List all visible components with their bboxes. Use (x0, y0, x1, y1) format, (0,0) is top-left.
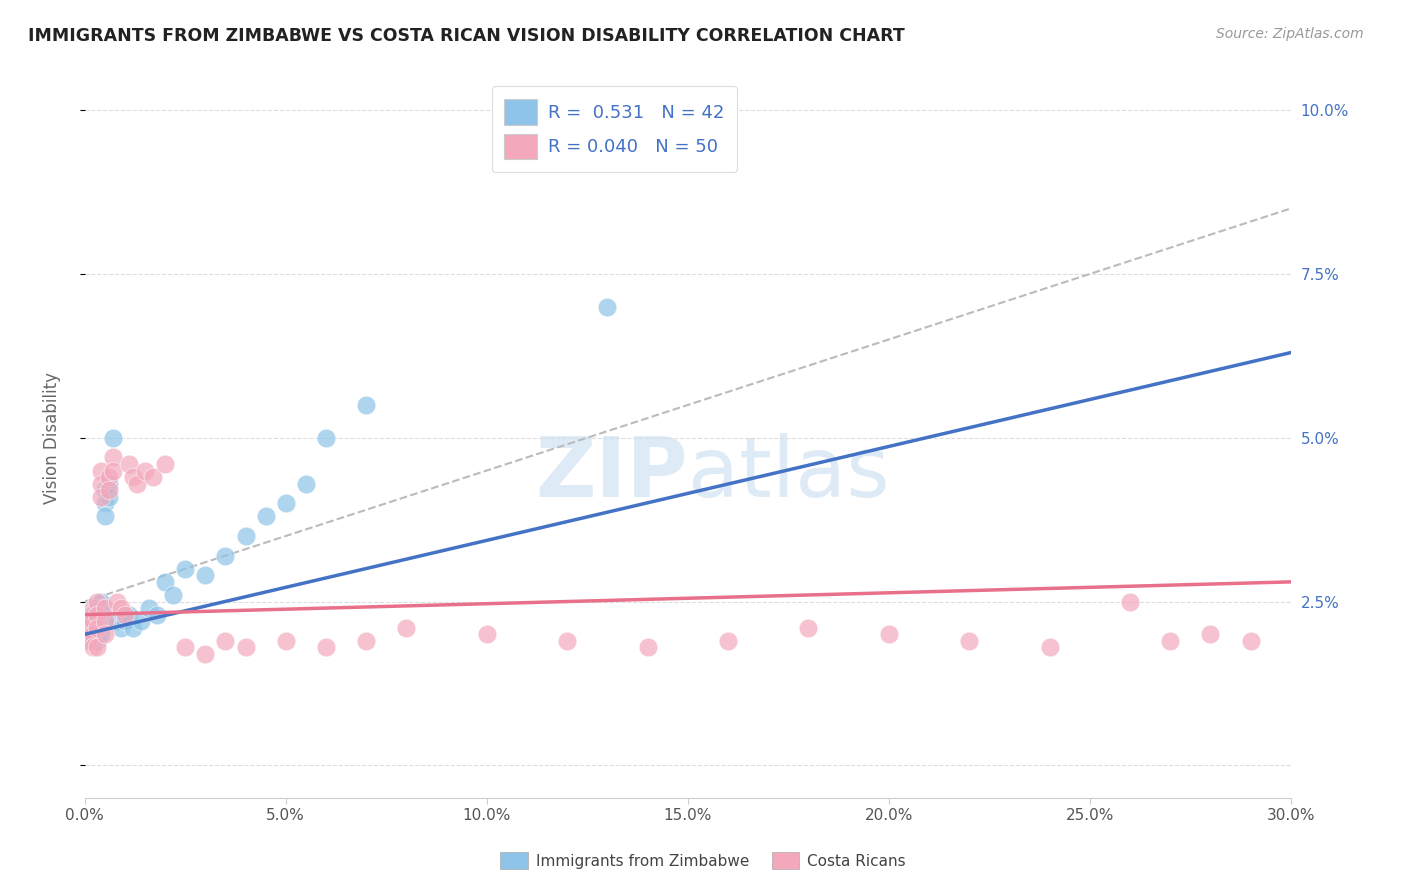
Point (295, 476, 318, 491)
Point (82, 614, 104, 628)
Point (86, 614, 108, 628)
Point (86, 633, 108, 648)
Point (235, 529, 257, 543)
Point (94, 509, 117, 524)
Point (122, 621, 145, 635)
Point (1159, 633, 1181, 648)
Point (94, 627, 117, 641)
Point (82, 607, 104, 622)
Point (122, 470, 145, 484)
Point (1199, 627, 1222, 641)
Point (153, 574, 176, 589)
Point (114, 614, 136, 628)
Point (101, 450, 124, 465)
Point (77, 614, 100, 628)
Point (90, 490, 112, 504)
Point (214, 549, 236, 563)
Text: atlas: atlas (688, 434, 890, 515)
Point (77, 621, 100, 635)
Point (86, 640, 108, 655)
Point (194, 568, 217, 582)
Point (125, 476, 148, 491)
Point (274, 496, 297, 510)
Point (110, 621, 132, 635)
Point (274, 633, 297, 648)
Point (395, 621, 418, 635)
Point (82, 627, 104, 641)
Point (717, 633, 740, 648)
Point (90, 594, 112, 608)
Point (877, 627, 900, 641)
Point (86, 621, 108, 635)
Point (1119, 594, 1142, 608)
Point (354, 398, 377, 412)
Point (94, 496, 117, 510)
Point (77, 614, 100, 628)
Point (174, 640, 197, 655)
Point (129, 614, 152, 628)
Point (797, 621, 820, 635)
Point (254, 509, 277, 524)
Point (86, 594, 108, 608)
Point (90, 463, 112, 477)
Point (138, 601, 160, 615)
Legend: Immigrants from Zimbabwe, Costa Ricans: Immigrants from Zimbabwe, Costa Ricans (495, 846, 911, 875)
Point (77, 627, 100, 641)
Point (94, 614, 117, 628)
Point (105, 614, 128, 628)
Point (555, 633, 578, 648)
Point (315, 431, 337, 445)
Point (114, 607, 136, 622)
Point (596, 300, 619, 314)
Point (77, 621, 100, 635)
Point (153, 457, 176, 471)
Point (77, 633, 100, 648)
Point (1239, 633, 1261, 648)
Y-axis label: Vision Disability: Vision Disability (44, 372, 60, 504)
Point (82, 614, 104, 628)
Point (86, 607, 108, 622)
Point (90, 601, 112, 615)
Point (142, 470, 165, 484)
Point (235, 640, 257, 655)
Point (957, 633, 980, 648)
Point (86, 601, 108, 615)
Point (97, 483, 120, 498)
Point (101, 431, 124, 445)
Point (82, 601, 104, 615)
Point (174, 562, 197, 576)
Point (94, 483, 117, 498)
Point (214, 633, 236, 648)
Point (1038, 640, 1060, 655)
Point (146, 607, 169, 622)
Point (475, 627, 498, 641)
Point (82, 621, 104, 635)
Point (94, 614, 117, 628)
Point (315, 640, 337, 655)
Point (162, 588, 184, 602)
Point (194, 647, 217, 661)
Point (97, 470, 120, 484)
Point (94, 601, 117, 615)
Point (118, 607, 141, 622)
Point (637, 640, 659, 655)
Text: Source: ZipAtlas.com: Source: ZipAtlas.com (1216, 27, 1364, 41)
Text: ZIP: ZIP (536, 434, 688, 515)
Point (97, 490, 120, 504)
Point (101, 463, 124, 477)
Point (134, 463, 156, 477)
Point (118, 457, 141, 471)
Text: IMMIGRANTS FROM ZIMBABWE VS COSTA RICAN VISION DISABILITY CORRELATION CHART: IMMIGRANTS FROM ZIMBABWE VS COSTA RICAN … (28, 27, 905, 45)
Point (105, 594, 128, 608)
Point (82, 640, 104, 655)
Point (110, 601, 132, 615)
Point (82, 633, 104, 648)
Point (86, 607, 108, 622)
Point (97, 476, 120, 491)
Point (90, 627, 112, 641)
Point (354, 633, 377, 648)
Point (90, 476, 112, 491)
Point (86, 627, 108, 641)
Legend: R =  0.531   N = 42, R = 0.040   N = 50: R = 0.531 N = 42, R = 0.040 N = 50 (492, 87, 737, 172)
